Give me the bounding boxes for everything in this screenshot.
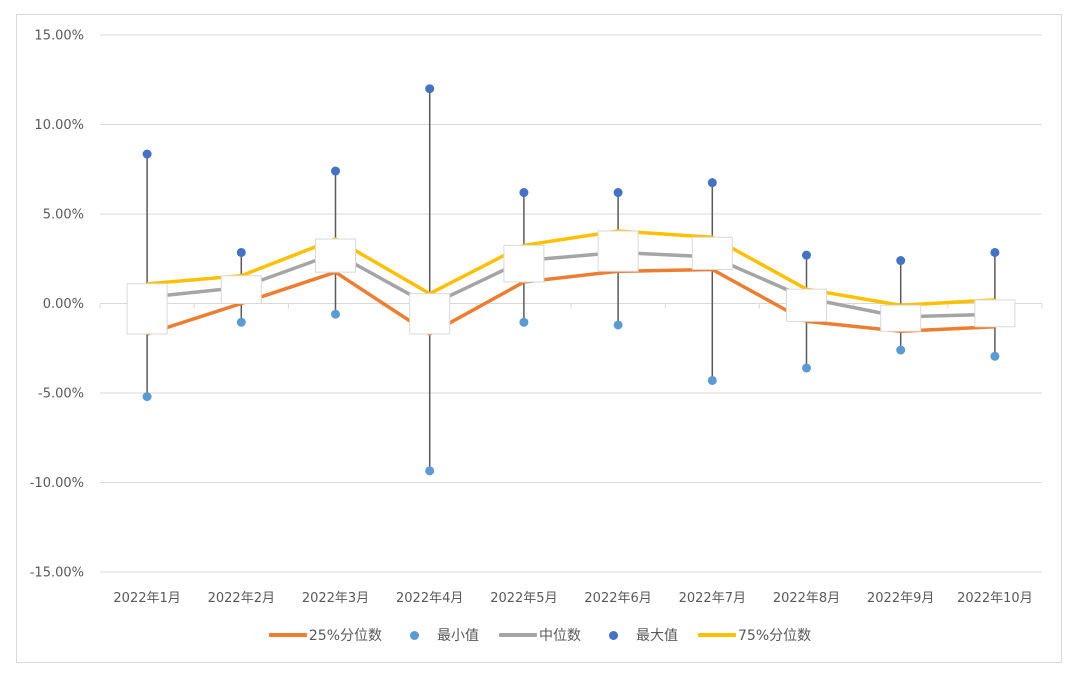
legend-item-25pct: 25%分位数: [268, 625, 382, 645]
marker-最大值: [236, 247, 246, 257]
marker-最大值: [425, 84, 435, 94]
y-tick-label: 15.00%: [34, 29, 84, 44]
legend-item-max: 最大值: [601, 625, 678, 645]
legend-label: 25%分位数: [308, 628, 382, 644]
marker-最大值: [142, 149, 152, 159]
y-tick-label: 5.00%: [43, 208, 84, 223]
marker-最小值: [425, 466, 435, 476]
up-down-bar: [691, 236, 733, 270]
x-tick-label: 2022年3月: [302, 591, 369, 606]
up-down-bar: [880, 304, 922, 332]
x-tick-label: 2022年5月: [490, 591, 557, 606]
marker-最小值: [142, 392, 152, 402]
up-down-bar: [126, 283, 168, 335]
series-line-中位数: [146, 250, 995, 319]
y-tick-label: -5.00%: [38, 387, 84, 402]
x-tick-label: 2022年2月: [208, 591, 275, 606]
marker-最小值: [707, 375, 717, 385]
legend-label: 75%分位数: [738, 628, 812, 644]
legend-item-median: 中位数: [499, 625, 581, 645]
legend-line-icon: [698, 633, 736, 637]
up-down-bar: [597, 230, 639, 272]
legend-dot-icon: [410, 630, 419, 640]
x-tick-label: 2022年10月: [957, 591, 1033, 606]
marker-最大值: [707, 178, 717, 188]
y-tick-label: -10.00%: [30, 476, 84, 491]
marker-最大值: [613, 188, 623, 198]
x-axis-labels: 2022年1月 2022年2月 2022年3月 2022年4月 2022年5月 2022年…: [113, 591, 1032, 606]
marker-最小值: [896, 345, 906, 355]
up-down-bar: [315, 238, 356, 273]
legend-label: 最大值: [636, 628, 678, 644]
x-tick-label: 2022年6月: [584, 591, 651, 606]
legend-line-icon: [268, 633, 307, 637]
legend-label: 最小值: [437, 628, 479, 644]
marker-最大值: [896, 256, 906, 266]
marker-最大值: [990, 247, 1000, 257]
x-tick-label: 2022年4月: [396, 591, 463, 606]
up-down-bar: [220, 275, 262, 305]
marker-最大值: [331, 166, 340, 176]
series-lines: [146, 229, 995, 336]
high-low-lines: [146, 88, 996, 471]
marker-最小值: [331, 309, 340, 319]
up-down-bar: [409, 293, 451, 335]
legend-dot-icon: [609, 630, 618, 640]
series-markers: [142, 84, 1000, 476]
y-tick-label: 0.00%: [43, 297, 84, 312]
marker-最大值: [802, 250, 811, 260]
series-line-75%分位数: [146, 229, 995, 308]
marker-最小值: [802, 363, 811, 373]
up-down-bar: [974, 299, 1016, 328]
marker-最小值: [613, 320, 623, 330]
legend-label: 中位数: [539, 628, 581, 644]
x-tick-label: 2022年9月: [867, 591, 934, 606]
marker-最大值: [519, 188, 529, 198]
up-down-bar: [503, 244, 545, 283]
series-line-25%分位数: [146, 267, 995, 336]
legend-item-min: 最小值: [402, 625, 479, 645]
up-down-bar: [786, 288, 827, 322]
marker-最小值: [990, 351, 1000, 361]
marker-最小值: [519, 317, 529, 327]
marker-最小值: [236, 317, 246, 327]
x-tick-label: 2022年1月: [113, 591, 180, 606]
x-tick-label: 2022年8月: [773, 591, 840, 606]
y-axis-labels: 15.00% 10.00% 5.00% 0.00% -5.00% -10.00% -15.0…: [30, 29, 84, 581]
legend-line-icon: [499, 633, 537, 637]
gridlines: [100, 34, 1042, 573]
legend: 25%分位数 最小值 中位数 最大值 75%分位数: [0, 622, 1080, 648]
legend-item-75pct: 75%分位数: [698, 625, 811, 645]
up-down-bars: [126, 230, 1016, 335]
y-tick-label: 10.00%: [34, 118, 84, 133]
chart-area: [16, 14, 1062, 663]
y-tick-label: -15.00%: [30, 566, 84, 581]
x-tick-label: 2022年7月: [679, 591, 746, 606]
